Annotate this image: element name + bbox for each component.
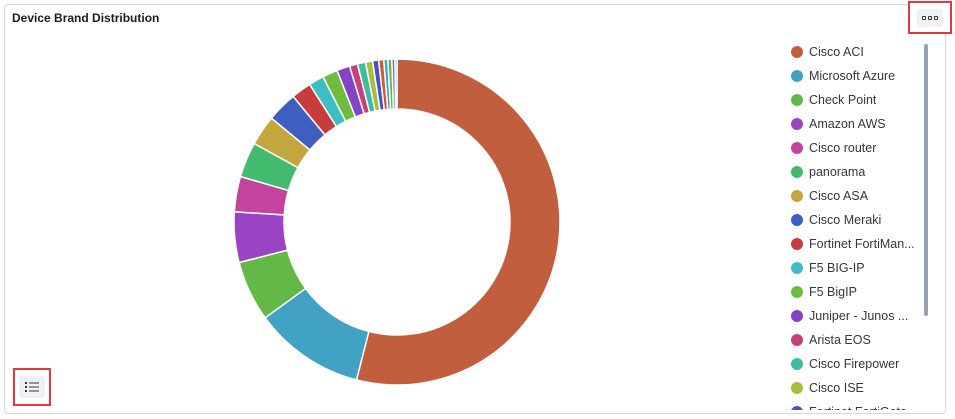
legend-item[interactable]: Check Point — [786, 88, 924, 112]
legend-swatch — [791, 334, 803, 346]
list-bullet-icon — [19, 376, 45, 398]
legend-swatch — [791, 46, 803, 58]
legend-swatch — [791, 238, 803, 250]
legend-item[interactable]: F5 BigIP — [786, 280, 924, 304]
pie-slice-cisco-aci[interactable] — [355, 58, 561, 386]
legend-item[interactable]: Amazon AWS — [786, 112, 924, 136]
legend-item[interactable]: Cisco Firepower — [786, 352, 924, 376]
legend-swatch — [791, 262, 803, 274]
legend-swatch — [791, 214, 803, 226]
legend-label: Cisco router — [809, 141, 877, 155]
panel-title: Device Brand Distribution — [12, 11, 160, 25]
legend-label: Cisco ASA — [809, 189, 869, 203]
legend-item[interactable]: Cisco Meraki — [786, 208, 924, 232]
legend-label: Check Point — [809, 93, 877, 107]
legend-item[interactable]: Fortinet FortiMan... — [786, 232, 924, 256]
legend-item[interactable]: Cisco router — [786, 136, 924, 160]
legend-swatch — [791, 142, 803, 154]
legend-item[interactable]: Arista EOS — [786, 328, 924, 352]
legend-item[interactable]: Juniper - Junos ... — [786, 304, 924, 328]
legend-label: Cisco Meraki — [809, 213, 882, 227]
legend-label: Juniper - Junos ... — [809, 309, 909, 323]
legend-label: Cisco ACI — [809, 45, 864, 59]
legend-label: Amazon AWS — [809, 117, 886, 131]
legend-item[interactable]: Fortinet FortiGate — [786, 400, 924, 410]
legend-swatch — [791, 310, 803, 322]
legend-item[interactable]: Microsoft Azure — [786, 64, 924, 88]
legend-item[interactable]: Cisco ACI — [786, 40, 924, 64]
legend-item[interactable]: Cisco ISE — [786, 376, 924, 400]
legend-label: Cisco Firepower — [809, 357, 900, 371]
legend-label: Arista EOS — [809, 333, 871, 347]
legend-swatch — [791, 382, 803, 394]
legend-scrollbar[interactable] — [924, 44, 928, 316]
legend-swatch — [791, 406, 803, 410]
legend-item[interactable]: panorama — [786, 160, 924, 184]
pie-slice-other-5[interactable] — [394, 58, 398, 110]
legend-item[interactable]: F5 BIG-IP — [786, 256, 924, 280]
legend-label: Fortinet FortiMan... — [809, 237, 915, 251]
legend-swatch — [791, 94, 803, 106]
legend-swatch — [791, 358, 803, 370]
ellipsis-box-icon — [917, 8, 943, 27]
legend-label: panorama — [809, 165, 866, 179]
legend-label: Fortinet FortiGate — [809, 405, 907, 410]
legend-swatch — [791, 70, 803, 82]
legend-swatch — [791, 166, 803, 178]
chart-legend: Cisco ACI Microsoft Azure Check Point Amazo… — [786, 40, 924, 410]
panel-options-button[interactable] — [908, 1, 952, 34]
legend-toggle-button[interactable] — [13, 368, 51, 406]
legend-swatch — [791, 286, 803, 298]
legend-swatch — [791, 118, 803, 130]
legend-item[interactable]: Cisco ASA — [786, 184, 924, 208]
legend-swatch — [791, 190, 803, 202]
legend-label: Microsoft Azure — [809, 69, 896, 83]
legend-label: F5 BIG-IP — [809, 261, 865, 275]
legend-label: F5 BigIP — [809, 285, 857, 299]
legend-label: Cisco ISE — [809, 381, 864, 395]
